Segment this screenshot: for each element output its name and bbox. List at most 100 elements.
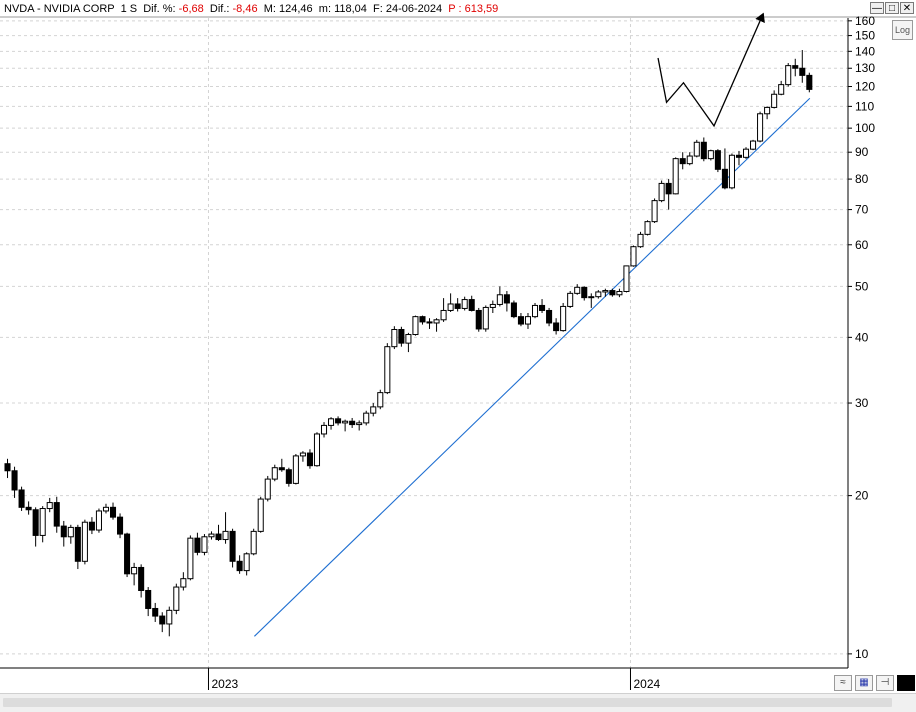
candle [799,50,806,83]
candle [306,449,313,469]
candle [335,416,342,426]
horizontal-scrollbar[interactable] [0,693,916,712]
y-tick-label: 120 [855,80,875,94]
scrollbar-thumb[interactable] [3,698,892,707]
candle-body [778,84,785,95]
candle-body [574,286,581,294]
candle [194,532,201,556]
candle [475,307,482,332]
candle-body [714,150,721,170]
candle-body [447,303,454,311]
candle [665,179,672,210]
support-trendline [254,97,811,637]
candle [95,508,102,533]
candle [574,284,581,295]
candle-body [792,65,799,69]
zigzag-icon[interactable]: ≈ [834,675,852,691]
candle-body [672,158,679,195]
candle [735,150,743,166]
candle-body [88,521,95,531]
candle [208,531,215,540]
candle [53,496,60,533]
candle [792,58,799,77]
pin-icon[interactable]: ⊣ [876,675,894,691]
projection-layer [657,12,765,128]
candle-body [461,299,468,309]
candle-body [433,319,440,324]
close-icon[interactable]: ✕ [900,2,914,14]
save-icon[interactable]: ▦ [855,675,873,691]
candle [785,63,792,87]
candle-body [764,106,771,115]
candle-body [173,586,180,611]
candle [524,313,532,329]
candle-body [313,433,321,467]
candle-body [95,510,102,531]
candle-body [602,290,609,293]
candle [679,152,686,170]
candle [405,332,412,353]
candle-body [546,309,553,324]
trendline-layer [254,97,811,637]
candle-body [651,200,658,223]
candle [623,265,630,293]
candle-body [637,233,644,248]
candle [236,555,243,574]
candle [278,458,285,472]
candle [609,288,616,297]
candle-body [742,148,750,158]
candle [67,524,74,544]
candle [152,602,159,622]
symbol-label: NVDA - NVIDIA CORP [4,3,115,15]
candle [489,300,496,314]
candle-body [658,182,665,202]
candle-body [539,304,546,311]
candle-body [152,607,159,617]
candle-body [271,467,278,480]
candle-body [426,321,433,324]
candle [461,296,468,311]
candle [567,291,574,308]
candle-body [363,412,370,424]
candle-body [510,302,517,318]
candle [229,528,236,568]
color-square-icon[interactable] [897,675,915,691]
candle [771,90,778,109]
candlestick-series [4,50,813,637]
max-value: 124,46 [279,3,313,15]
candle-body [4,463,11,472]
y-tick-label: 10 [855,647,869,661]
candle [707,149,714,161]
minimize-icon[interactable]: — [870,2,884,14]
candle-body [581,286,588,299]
candle [88,517,95,535]
candle-body [292,455,299,484]
log-scale-button[interactable]: Log [892,20,913,40]
candle [342,419,349,432]
candle-body [553,322,560,332]
candle-body [117,516,124,535]
candle-body [757,113,764,142]
dif-pct-value: -6,68 [178,3,204,15]
candle-body [18,489,25,508]
candle [313,432,321,467]
candle-body [623,265,630,292]
candle [721,148,728,190]
window-controls: — □ ✕ [870,2,914,14]
candle [138,564,145,598]
candle [447,293,454,312]
candle-body [370,406,377,414]
candle-body [785,65,792,86]
candle [750,139,757,151]
candle-body [236,560,243,572]
dif-value: -8,46 [232,3,258,15]
maximize-icon[interactable]: □ [885,2,899,14]
candle [419,315,426,325]
candle-body [391,328,398,348]
date-value: 24-06-2024 [385,3,443,15]
candle-body [335,418,342,424]
candle-body [771,93,778,108]
candle [616,288,623,298]
candle-body [60,525,67,538]
